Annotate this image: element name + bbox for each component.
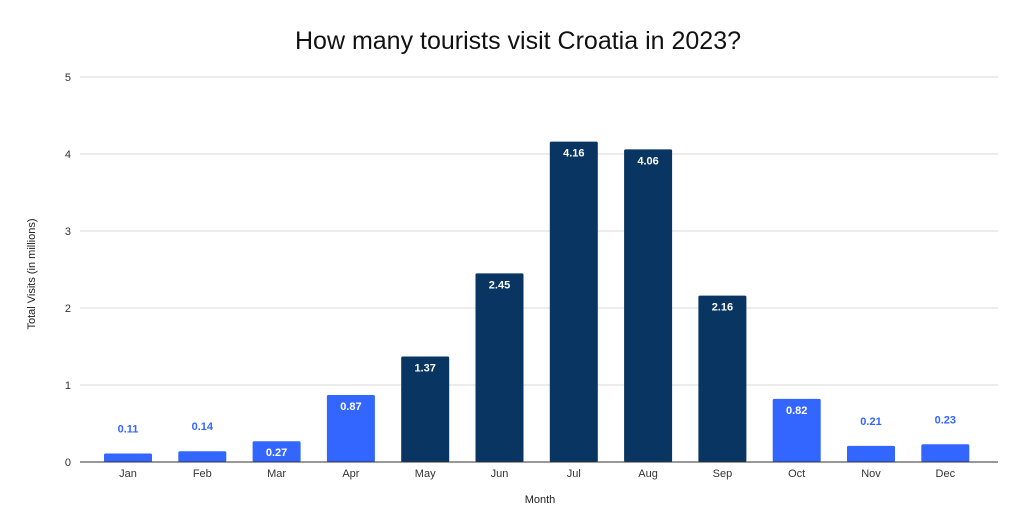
- bar-jul: [549, 141, 598, 462]
- gridlines: [80, 76, 998, 386]
- data-label-jul: 4.16: [563, 148, 584, 160]
- y-tick-label: 0: [65, 457, 71, 469]
- y-axis-ticks: 0 1 2 3 4 5: [65, 72, 71, 469]
- bar-jan: [104, 453, 152, 462]
- y-tick-label: 1: [65, 380, 71, 392]
- y-tick-label: 4: [65, 149, 71, 161]
- data-label-may: 1.37: [414, 363, 435, 375]
- x-axis-ticks: Jan Feb Mar Apr May Jun Jul Aug Sep Oct Nov Dec: [119, 468, 955, 480]
- x-tick-label: Mar: [267, 468, 286, 480]
- data-label-sep: 2.16: [712, 302, 733, 314]
- y-tick-label: 2: [65, 303, 71, 315]
- bar-apr: [326, 395, 375, 462]
- x-tick-label: Jul: [567, 468, 581, 480]
- bar-dec: [921, 444, 970, 462]
- bar-nov: [847, 445, 895, 462]
- x-tick-label: Apr: [342, 468, 359, 480]
- x-tick-label: Jun: [491, 468, 509, 480]
- data-labels: 0.11 0.14 0.27 0.87 1.37 2.45 4.16 4.06 2.16 0.82…: [118, 148, 956, 460]
- bar-jun: [475, 273, 524, 462]
- bar-mar: [252, 441, 301, 462]
- bar-may: [401, 356, 450, 462]
- y-tick-label: 5: [65, 72, 71, 84]
- x-tick-label: Feb: [193, 468, 212, 480]
- data-label-apr: 0.87: [340, 401, 361, 413]
- data-label-jan: 0.11: [118, 424, 139, 436]
- x-tick-label: Aug: [638, 468, 658, 480]
- x-tick-label: Nov: [861, 468, 881, 480]
- chart-title: How many tourists visit Croatia in 2023?: [295, 27, 741, 55]
- x-tick-label: Sep: [713, 468, 733, 480]
- data-label-oct: 0.82: [786, 405, 807, 417]
- data-label-aug: 4.06: [637, 155, 658, 167]
- x-tick-label: Jan: [119, 468, 137, 480]
- data-label-feb: 0.14: [192, 421, 214, 433]
- x-axis-title: Month: [525, 494, 556, 506]
- bar-oct: [772, 398, 821, 462]
- y-axis-title: Total Visits (in millions): [26, 218, 38, 329]
- bar-feb: [178, 451, 227, 462]
- bar-aug: [624, 149, 673, 462]
- data-label-nov: 0.21: [860, 416, 881, 428]
- x-tick-label: May: [415, 468, 436, 480]
- y-tick-label: 3: [65, 226, 71, 238]
- x-tick-label: Dec: [936, 468, 956, 480]
- bar-sep: [698, 295, 747, 462]
- data-label-dec: 0.23: [935, 414, 956, 426]
- bars: [104, 141, 970, 462]
- data-label-mar: 0.27: [266, 447, 287, 459]
- data-label-jun: 2.45: [489, 279, 510, 291]
- x-tick-label: Oct: [788, 468, 805, 480]
